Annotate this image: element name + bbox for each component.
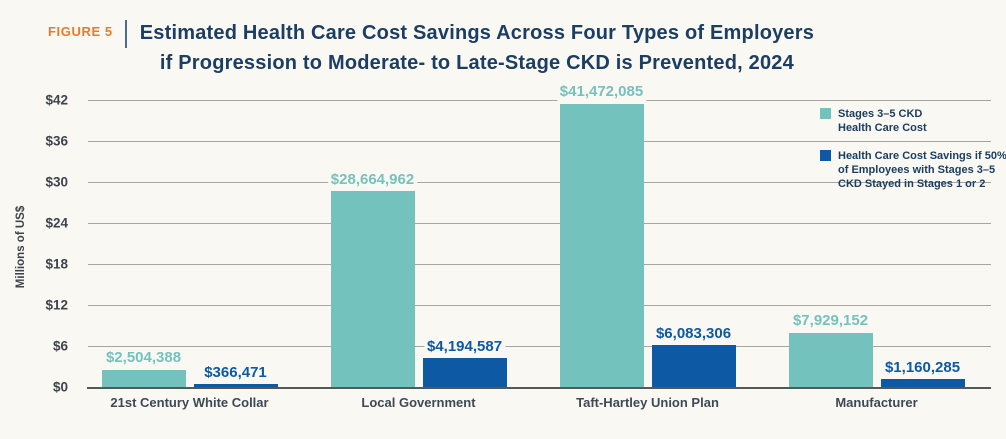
gridline (88, 264, 991, 265)
y-tick-label: $24 (45, 215, 68, 231)
chart-title-line1: Estimated Health Care Cost Savings Acros… (139, 22, 815, 44)
bar-stages-3-5-cost: $41,472,085 (556, 84, 647, 387)
bar-group: $7,929,152 $1,160,285 (762, 100, 991, 387)
legend-label: Stages 3–5 CKD Health Care Cost (838, 108, 927, 135)
bar-value-label: $7,929,152 (789, 313, 872, 330)
bar-group: $28,664,962 $4,194,587 (304, 100, 533, 387)
gridline (88, 346, 991, 347)
legend-label: Health Care Cost Savings if 50% of Employ… (838, 149, 1006, 191)
legend: Stages 3–5 CKD Health Care Cost Health Car… (820, 107, 1006, 204)
bar-cost-savings: $1,160,285 (880, 359, 965, 387)
x-axis-line (87, 387, 991, 389)
bar-stages-3-5-cost: $2,504,388 (101, 350, 186, 387)
bar-cost-savings: $366,471 (193, 364, 278, 387)
legend-item: Stages 3–5 CKD Health Care Cost (820, 107, 1006, 136)
y-tick-label: $12 (45, 297, 68, 313)
y-tick-label: $42 (45, 92, 68, 108)
bar-value-label: $2,504,388 (102, 350, 185, 367)
bar-cost-savings: $4,194,587 (422, 338, 507, 387)
legend-swatch (820, 108, 831, 119)
gridline (88, 141, 991, 142)
bar-value-label: $1,160,285 (881, 359, 964, 377)
bar-value-label: $4,194,587 (423, 338, 506, 356)
figure-label: FIGURE 5 (48, 24, 113, 39)
chart-title-line2: if Progression to Moderate- to Late-Stag… (159, 52, 794, 74)
bar-value-label: $41,472,085 (556, 84, 647, 101)
bar-value-label: $6,083,306 (652, 325, 735, 343)
y-tick-label: $18 (45, 256, 68, 272)
category-label: 21st Century White Collar (110, 395, 269, 410)
bar-group: $41,472,085 $6,083,306 (533, 84, 762, 387)
legend-swatch (820, 149, 831, 161)
bar-value-label: $28,664,962 (327, 171, 418, 189)
gridline (88, 305, 991, 306)
y-tick-label: $0 (52, 379, 68, 395)
bar-groups: $2,504,388 $366,471 $28,664,962 $4,194,587 $… (75, 84, 991, 387)
gridline (88, 182, 991, 183)
gridline (88, 223, 991, 224)
category-label: Local Government (361, 395, 476, 410)
bar-cost-savings: $6,083,306 (651, 325, 736, 387)
y-axis-ticks: $42 $36 $30 $24 $18 $12 $6 $0 (0, 93, 68, 395)
bar-stages-3-5-cost: $7,929,152 (788, 313, 873, 387)
y-tick-label: $6 (52, 338, 68, 354)
category-label: Manufacturer (835, 395, 918, 410)
figure-header: FIGURE 5 Estimated Health Care Cost Savi… (48, 18, 814, 78)
gridline (88, 100, 991, 101)
bar-value-label: $366,471 (201, 364, 270, 381)
category-label: Taft-Hartley Union Plan (576, 395, 719, 410)
plot-area: $2,504,388 $366,471 $28,664,962 $4,194,587 $… (87, 84, 991, 389)
y-tick-label: $36 (45, 133, 68, 149)
legend-item: Health Care Cost Savings if 50% of Employ… (820, 149, 1006, 192)
bar-stages-3-5-cost: $28,664,962 (327, 171, 418, 387)
chart-title: Estimated Health Care Cost Savings Acros… (140, 18, 814, 78)
y-tick-label: $30 (45, 174, 68, 190)
x-axis-category-labels: 21st Century White Collar Local Governmen… (75, 395, 991, 410)
title-separator (124, 20, 127, 48)
bar-group: $2,504,388 $366,471 (75, 100, 304, 387)
